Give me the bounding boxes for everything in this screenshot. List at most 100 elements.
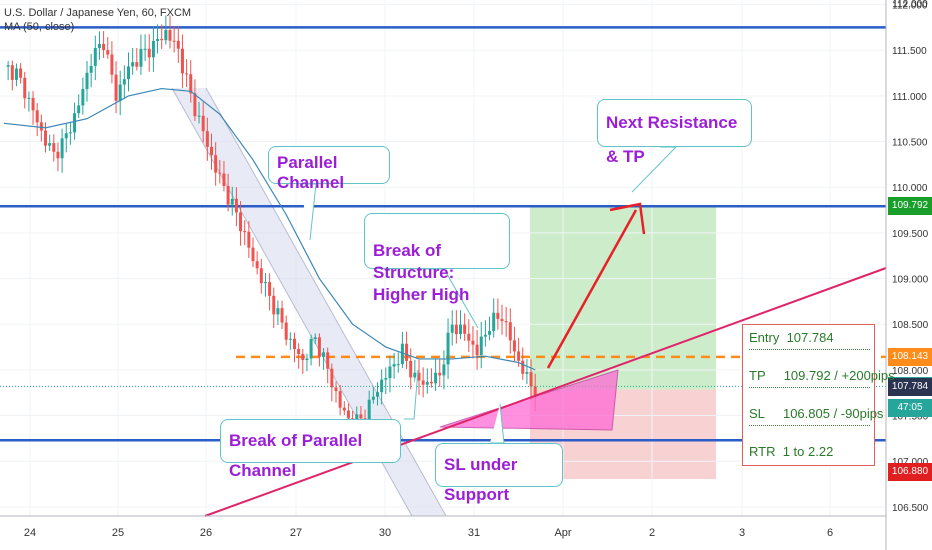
rtr-label: RTR	[749, 444, 776, 459]
candle-body	[93, 47, 97, 66]
entry-label: Entry	[749, 330, 780, 345]
candle-body	[180, 48, 184, 74]
candle-body	[396, 364, 400, 366]
time-tick-label: 2	[649, 527, 655, 539]
candle-body	[297, 349, 301, 355]
candle-body	[151, 40, 155, 58]
candle-body	[330, 368, 334, 388]
candle-body	[23, 77, 27, 99]
candle-body	[214, 155, 218, 173]
candle-body	[239, 212, 243, 232]
time-tick-label: 3	[739, 527, 745, 539]
chart-legend: U.S. Dollar / Japanese Yen, 60, FXCM MA …	[4, 6, 191, 34]
candle-body	[156, 38, 160, 41]
profit-zone	[530, 206, 716, 390]
price-tag: 112.000	[892, 0, 928, 10]
callout-break-structure: Break of Structure: Higher High	[364, 213, 510, 304]
candle-body	[106, 50, 110, 55]
candle-body	[293, 338, 296, 350]
rising-trendline	[204, 267, 887, 517]
candle-body	[97, 43, 101, 48]
moving-average-layer	[3, 87, 536, 371]
candle-body	[417, 372, 421, 381]
symbol-title: U.S. Dollar / Japanese Yen, 60, FXCM	[4, 7, 192, 19]
candle-body	[39, 122, 43, 131]
candle-body	[122, 79, 126, 85]
candle-body	[388, 366, 392, 379]
candle-body	[384, 378, 388, 380]
callout-next-resistance-text: Next Resistance & TP	[606, 113, 738, 166]
candle-body	[405, 343, 409, 361]
tp-row: TP 109.792 / +200pips	[749, 365, 895, 388]
candle-body	[483, 334, 487, 337]
price-axis-bg	[886, 0, 932, 550]
candle-body	[342, 407, 346, 411]
time-tick-label: Apr	[554, 527, 571, 539]
tp-value: 109.792 / +200pips	[783, 368, 895, 383]
rtr-row: RTR 1 to 2.22	[749, 441, 870, 463]
candle-body	[317, 337, 321, 357]
candle-body	[334, 387, 338, 392]
candle-body	[496, 312, 500, 319]
price-tick-label: 111.500	[892, 46, 927, 57]
price-tick-label: 109.500	[892, 229, 929, 240]
time-tick-label: 6	[827, 527, 833, 539]
candle-body	[268, 282, 272, 296]
callout-pointer-break	[404, 369, 419, 420]
candle-body	[400, 343, 404, 365]
candle-body	[346, 410, 350, 419]
candle-body	[127, 66, 130, 80]
sl-row: SL 106.805 / -90pips	[749, 403, 883, 426]
candle-body	[263, 282, 267, 284]
candle-body	[475, 344, 479, 356]
entry-value: 107.784	[786, 330, 834, 345]
time-tick-label: 26	[200, 527, 212, 539]
candle-body	[56, 151, 60, 159]
price-tag: 106.880	[888, 463, 932, 482]
overlay-layer	[204, 146, 887, 517]
callout-break-parallel-text: Break of Parallel Channel	[229, 431, 363, 480]
candle-body	[438, 372, 442, 376]
time-tick-label: 24	[24, 527, 36, 539]
candle-body	[446, 332, 450, 365]
candle-body	[89, 65, 93, 73]
candle-body	[492, 312, 496, 332]
sl-label: SL	[749, 406, 765, 421]
candle-body	[255, 261, 259, 269]
candle-body	[413, 372, 417, 378]
candle-body	[118, 84, 122, 101]
candle-body	[338, 391, 342, 408]
price-tag: 109.792	[888, 197, 932, 216]
candle-body	[409, 360, 413, 378]
price-tick-label: 109.000	[892, 275, 929, 286]
candle-body	[471, 340, 475, 345]
candle-body	[185, 73, 189, 75]
candle-body	[529, 372, 533, 387]
callout-sl-support-text: SL under Support	[444, 455, 518, 504]
candle-body	[147, 48, 151, 58]
time-tick-label: 27	[290, 527, 302, 539]
candle-body	[322, 352, 326, 357]
candle-body	[421, 380, 425, 385]
candle-body	[288, 338, 292, 340]
candle-body	[110, 54, 114, 75]
candle-body	[81, 89, 85, 106]
price-tick-label: 110.500	[892, 138, 928, 149]
price-tick-label: 107.000	[892, 457, 929, 468]
candle-body	[189, 74, 193, 94]
callout-parallel-channel: Parallel Channel	[268, 146, 390, 192]
candle-body	[284, 322, 288, 340]
candle-body	[193, 93, 197, 117]
tp-label: TP	[749, 368, 766, 383]
candle-body	[508, 322, 512, 341]
candle-body	[259, 268, 263, 284]
candle-body	[442, 364, 446, 376]
candle-body	[521, 360, 525, 374]
candle-body	[305, 358, 309, 361]
callout-pointer-resistance	[631, 146, 678, 193]
candle-body	[164, 30, 168, 41]
channel-upper-edge	[205, 87, 447, 517]
candle-body	[210, 146, 213, 156]
